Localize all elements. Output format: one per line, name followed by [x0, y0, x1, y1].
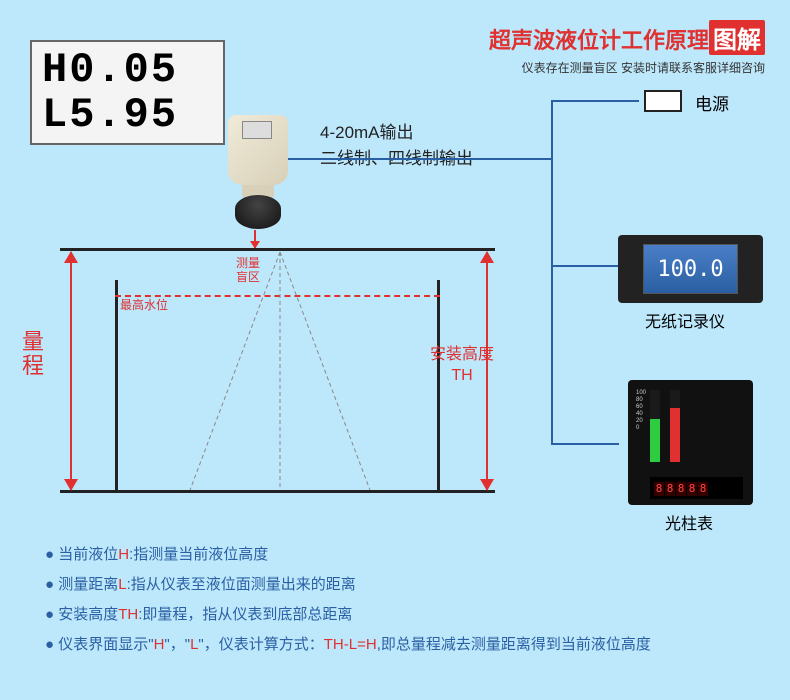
- wire-to-recorder: [551, 265, 619, 267]
- wire-horizontal: [288, 158, 553, 160]
- title-sub: 仪表存在测量盲区 安装时请联系客服详细咨询: [489, 59, 765, 76]
- power-label: 电源: [695, 90, 729, 115]
- title-prefix: 超声波液位计工作原理: [489, 28, 709, 53]
- range-arrow: [62, 252, 80, 490]
- wire-to-bargraph: [551, 443, 619, 445]
- install-height-label: 安装高度 TH: [430, 345, 494, 387]
- legend-item-1: 当前液位H:指测量当前液位高度: [45, 540, 651, 570]
- bargraph-label: 光柱表: [665, 510, 713, 534]
- title-box: 图解: [709, 20, 765, 55]
- output-labels: 4-20mA输出 二线制、四线制输出: [320, 120, 473, 171]
- paperless-recorder: 100.0: [618, 235, 763, 303]
- title-main: 超声波液位计工作原理图解: [489, 20, 765, 55]
- legend-item-3: 安装高度TH:即量程，指从仪表到底部总距离: [45, 600, 651, 630]
- lcd-line-h: H0.05: [42, 48, 223, 92]
- legend-item-4: 仪表界面显示"H"，"L"，仪表计算方式：TH-L=H,即总量程减去测量距离得到…: [45, 630, 651, 660]
- output-line1: 4-20mA输出: [320, 120, 473, 146]
- wire-vertical: [551, 100, 553, 445]
- power-box: [644, 90, 682, 112]
- blind-zone-arrow: [254, 230, 256, 248]
- blind-zone-label: 测量 盲区: [236, 256, 260, 285]
- recorder-label: 无纸记录仪: [645, 308, 725, 332]
- bargraph-meter: 100806040200 88888: [628, 380, 753, 505]
- wire-to-power: [551, 100, 639, 102]
- lcd-line-l: L5.95: [42, 93, 223, 137]
- legend-item-2: 测量距离L:指从仪表至液位面测量出来的距离: [45, 570, 651, 600]
- lcd-display: H0.05 L5.95: [30, 40, 225, 145]
- legend-list: 当前液位H:指测量当前液位高度 测量距离L:指从仪表至液位面测量出来的距离 安装…: [45, 540, 651, 660]
- ultrasonic-sensor: [228, 115, 288, 230]
- led-digits: 88888: [650, 477, 743, 499]
- title-block: 超声波液位计工作原理图解 仪表存在测量盲区 安装时请联系客服详细咨询: [489, 20, 765, 76]
- max-level-label: 最高水位: [120, 296, 168, 313]
- range-label: 量程: [22, 330, 46, 378]
- recorder-screen: 100.0: [643, 244, 738, 294]
